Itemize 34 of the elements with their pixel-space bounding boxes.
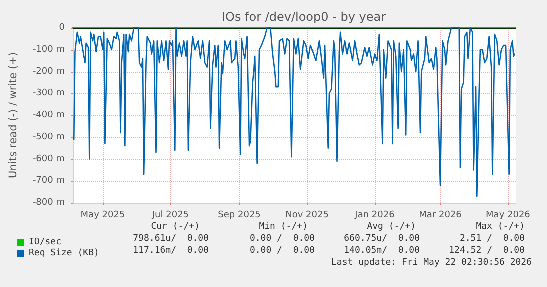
y-tick-label: -400 m — [32, 110, 65, 120]
text: Last update: Fri May 22 02:30:56 2026 — [332, 258, 532, 268]
text: 117.16m/ 0.00 — [133, 246, 209, 256]
text: Min (-/+) — [259, 222, 308, 232]
y-tick-label: -500 m — [32, 132, 65, 142]
text: 2.51 / 0.00 — [460, 234, 525, 244]
y-tick-label: -300 m — [32, 88, 65, 99]
y-tick-label: -600 m — [32, 154, 65, 164]
chart-title: IOs for /dev/loop0 - by year — [222, 10, 386, 24]
y-tick-label: -700 m — [32, 176, 65, 186]
x-tick-label: Sep 2025 — [218, 210, 261, 220]
legend-label: IO/sec — [29, 238, 62, 248]
y-tick-label: -200 m — [32, 66, 65, 77]
y-tick-label: 0 — [59, 23, 66, 33]
y-tick-label: -800 m — [32, 198, 65, 208]
y-tick-label: -100 m — [32, 44, 65, 55]
x-tick-label: Nov 2025 — [286, 210, 329, 220]
x-tick-label: Jul 2025 — [151, 210, 190, 220]
text: 0.00 / 0.00 — [250, 234, 315, 244]
text: Max (-/+) — [476, 222, 525, 232]
x-tick-label: May 2026 — [486, 210, 531, 220]
text: 124.52 / 0.00 — [449, 246, 525, 256]
text: 798.61u/ 0.00 — [133, 234, 209, 244]
line-series — [73, 27, 516, 198]
x-tick-label: Mar 2026 — [419, 210, 462, 220]
text: Avg (-/+) — [367, 222, 416, 232]
x-tick-label: Jan 2026 — [354, 210, 396, 220]
x-tick-label: May 2025 — [80, 210, 126, 220]
text: 660.75u/ 0.00 — [344, 234, 420, 244]
text: Cur (-/+) — [151, 222, 200, 232]
text: 0.00 / 0.00 — [250, 246, 315, 256]
y-axis-title: Units read (-) / write (+) — [8, 52, 20, 179]
legend-label: Req Size (KB) — [29, 248, 100, 258]
text: 140.05m/ 0.00 — [344, 246, 420, 256]
